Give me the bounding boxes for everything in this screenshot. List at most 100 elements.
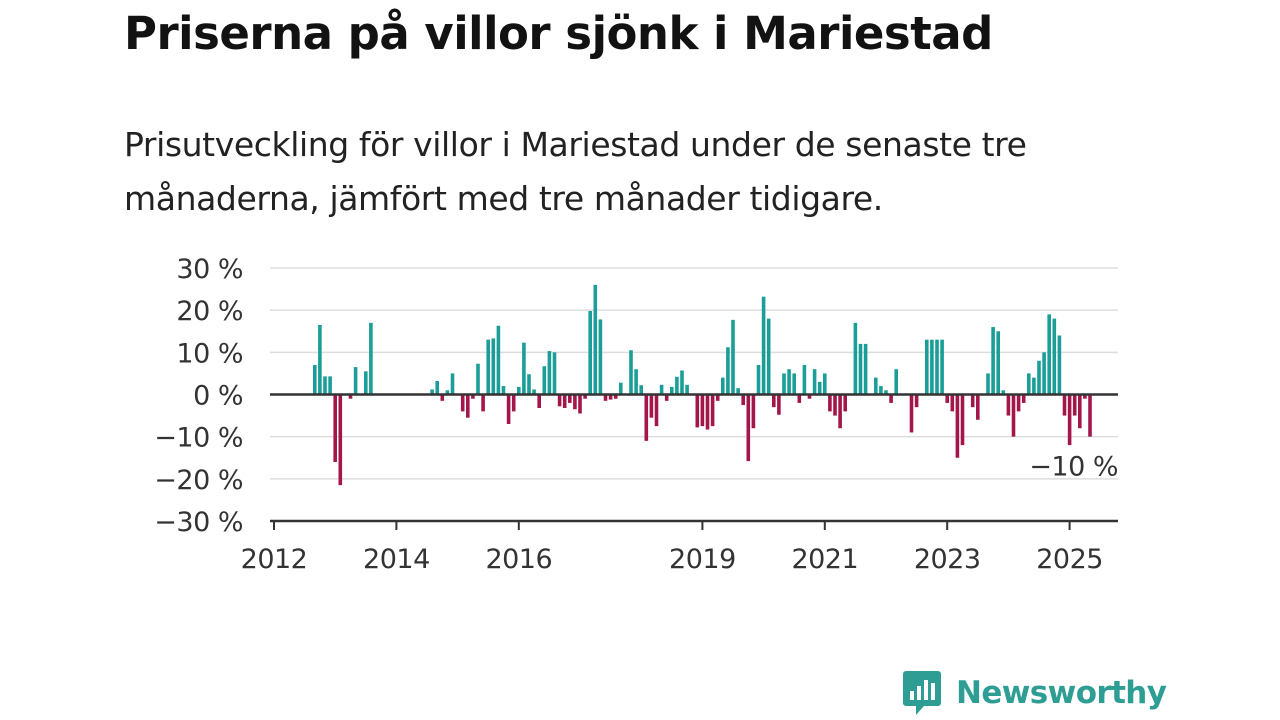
bar	[838, 394, 842, 429]
x-tick-label: 2016	[485, 544, 552, 575]
bar	[700, 394, 705, 427]
bar	[955, 394, 960, 458]
bar	[323, 376, 327, 395]
bar	[460, 394, 465, 412]
bar	[313, 364, 317, 395]
bar	[542, 366, 547, 395]
bar	[817, 381, 822, 395]
bar	[1027, 373, 1031, 395]
bar	[685, 384, 689, 395]
bar	[721, 377, 725, 395]
bar	[644, 394, 649, 441]
bar	[583, 394, 587, 399]
bar	[777, 394, 781, 415]
x-axis: 2012 2014 2016 2019 2021 2023 2025	[241, 519, 1118, 575]
bar	[445, 390, 450, 395]
bar	[996, 331, 1000, 395]
bar	[649, 394, 654, 418]
bar	[578, 394, 582, 414]
bar	[532, 389, 536, 395]
bar	[364, 371, 368, 395]
bar	[930, 339, 934, 395]
bar	[573, 394, 577, 410]
bar	[486, 339, 490, 395]
bar	[731, 319, 735, 395]
bar	[466, 394, 470, 418]
bar	[1047, 314, 1051, 395]
bar	[1016, 394, 1021, 412]
bar	[726, 347, 730, 395]
bar	[761, 296, 766, 395]
bar	[1078, 394, 1082, 429]
bar	[450, 373, 455, 395]
bar	[695, 394, 700, 428]
bar	[1057, 335, 1062, 395]
bar	[328, 376, 332, 395]
bar	[766, 318, 771, 395]
bar	[833, 394, 837, 416]
chart-title: Priserna på villor sjönk i Mariestad	[124, 7, 993, 60]
bar	[471, 394, 475, 399]
bar	[741, 394, 745, 406]
bar	[348, 394, 353, 399]
bar	[884, 390, 888, 395]
gridlines	[270, 267, 1118, 480]
bar	[603, 394, 608, 401]
bar	[496, 325, 501, 395]
bar	[823, 373, 827, 395]
bar	[353, 367, 358, 395]
x-tick-label: 2021	[791, 544, 858, 575]
bar	[430, 389, 434, 395]
bar	[782, 373, 786, 395]
last-value-label: −10 %	[1029, 452, 1118, 483]
bar	[715, 394, 720, 401]
logo-text: Newsworthy	[956, 675, 1167, 711]
y-tick-label: −20 %	[154, 465, 243, 496]
bar	[1067, 394, 1072, 446]
newsworthy-logo: Newsworthy	[902, 668, 1167, 718]
bar	[675, 376, 679, 395]
y-tick-label: 20 %	[176, 296, 243, 327]
bar	[756, 364, 761, 395]
bar	[680, 370, 684, 395]
y-tick-label: 10 %	[176, 338, 243, 369]
bar	[608, 394, 613, 400]
bar	[976, 394, 980, 420]
bar	[787, 369, 791, 395]
bar	[710, 394, 715, 427]
bar	[925, 339, 929, 395]
bar	[476, 363, 480, 395]
bar	[547, 351, 552, 395]
bar	[889, 394, 893, 403]
bar	[506, 394, 511, 425]
bar	[1011, 394, 1016, 437]
bar	[940, 339, 944, 395]
bar	[960, 394, 965, 446]
bar	[593, 284, 598, 395]
bar	[318, 324, 322, 395]
bar	[435, 381, 439, 395]
bar	[639, 385, 643, 395]
bar	[613, 394, 618, 399]
bar	[1042, 352, 1046, 395]
bar	[1037, 360, 1041, 395]
x-tick-label: 2019	[669, 544, 736, 575]
bar	[746, 394, 751, 462]
bar	[792, 373, 796, 395]
bar	[828, 394, 832, 412]
bar	[552, 352, 557, 395]
y-tick-label: 30 %	[176, 254, 243, 285]
bar	[1021, 394, 1026, 403]
bar	[797, 394, 802, 403]
bar	[501, 386, 506, 395]
bar	[1006, 394, 1011, 416]
bar	[1062, 394, 1067, 416]
bar	[772, 394, 776, 408]
bar	[481, 394, 485, 412]
bar	[522, 342, 526, 395]
bar	[654, 394, 659, 427]
bar	[588, 311, 592, 395]
bar	[970, 394, 975, 408]
bar	[909, 394, 914, 433]
